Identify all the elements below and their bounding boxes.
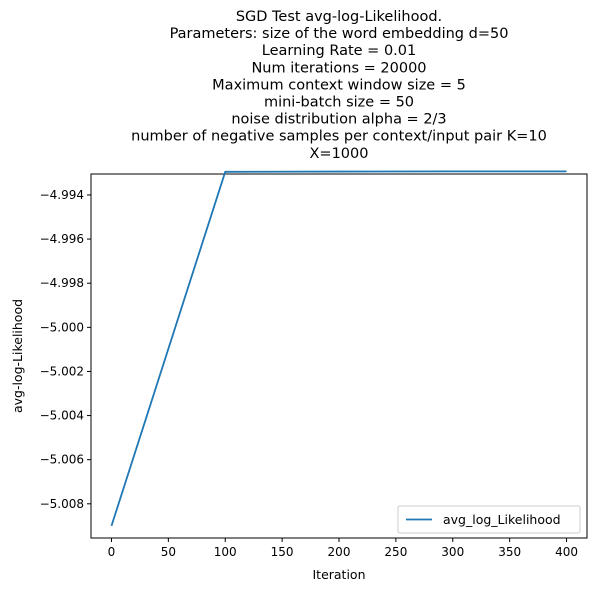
y-tick-label: −5.006 bbox=[40, 453, 84, 467]
x-tick-label: 150 bbox=[271, 545, 294, 559]
legend: avg_log_Likelihood bbox=[397, 505, 581, 534]
x-tick-label: 250 bbox=[384, 545, 407, 559]
chart-title-line: mini-batch size = 50 bbox=[264, 95, 414, 111]
y-axis-label: avg-log-Likelihood bbox=[10, 299, 25, 413]
y-tick-label: −4.994 bbox=[40, 188, 84, 202]
series-lines bbox=[110, 170, 567, 527]
chart-title-line: X=1000 bbox=[310, 146, 369, 162]
chart-title: SGD Test avg-log-Likelihood.Parameters: … bbox=[131, 9, 547, 162]
y-tick-label: −5.008 bbox=[40, 497, 84, 511]
chart-title-line: Maximum context window size = 5 bbox=[212, 77, 466, 93]
legend-label-avg-log-likelihood: avg_log_Likelihood bbox=[443, 512, 561, 527]
chart-title-line: Parameters: size of the word embedding d… bbox=[170, 26, 509, 42]
x-axis: 0 50 100 150 200 250 300 350 400 bbox=[108, 538, 578, 559]
chart-title-line: SGD Test avg-log-Likelihood. bbox=[236, 9, 442, 25]
y-tick-label: −5.002 bbox=[40, 364, 84, 378]
chart-title-line: number of negative samples per context/i… bbox=[131, 129, 547, 145]
x-tick-label: 200 bbox=[328, 545, 351, 559]
x-tick-label: 50 bbox=[161, 545, 176, 559]
y-axis: −5.008 −5.006 −5.004 −5.002 −5.000 −4.998 −4.9… bbox=[40, 188, 91, 511]
chart-title-line: Learning Rate = 0.01 bbox=[262, 43, 416, 59]
series-line-avg-log-likelihood bbox=[110, 170, 567, 527]
x-axis-label: Iteration bbox=[312, 567, 365, 582]
legend-box bbox=[397, 505, 581, 534]
chart-title-line: Num iterations = 20000 bbox=[251, 60, 426, 76]
x-tick-label: 350 bbox=[498, 545, 521, 559]
x-tick-label: 0 bbox=[108, 545, 116, 559]
y-tick-label: −4.998 bbox=[40, 276, 84, 290]
chart-title-line: noise distribution alpha = 2/3 bbox=[231, 112, 446, 128]
x-tick-label: 100 bbox=[214, 545, 237, 559]
y-tick-label: −4.996 bbox=[40, 232, 84, 246]
x-tick-label: 300 bbox=[441, 545, 464, 559]
y-tick-label: −5.004 bbox=[40, 409, 84, 423]
x-tick-label: 400 bbox=[555, 545, 578, 559]
y-tick-label: −5.000 bbox=[40, 320, 84, 334]
